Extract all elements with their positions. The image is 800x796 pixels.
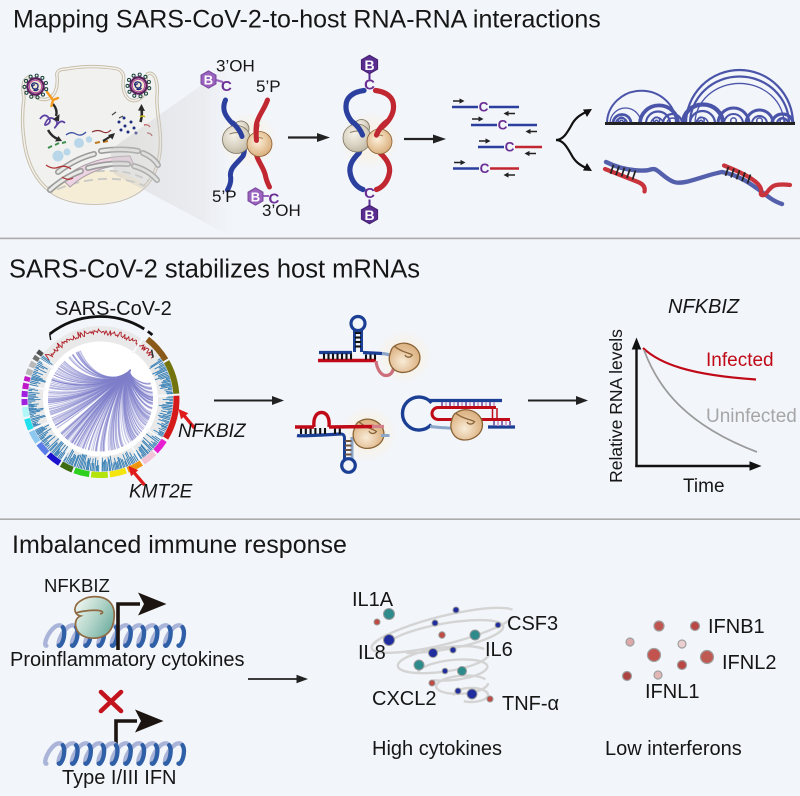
- svg-text:Type I/III IFN: Type I/III IFN: [62, 767, 176, 789]
- svg-text:C: C: [505, 140, 515, 155]
- svg-text:High cytokines: High cytokines: [372, 738, 502, 760]
- svg-text:Infected: Infected: [706, 350, 774, 371]
- svg-text:3’OH: 3’OH: [262, 201, 301, 220]
- svg-text:CXCL2: CXCL2: [372, 688, 436, 710]
- svg-text:C: C: [479, 100, 489, 115]
- svg-text:C: C: [364, 185, 375, 202]
- svg-text:Low interferons: Low interferons: [605, 738, 742, 760]
- svg-text:NFKBIZ: NFKBIZ: [44, 575, 110, 596]
- svg-text:CSF3: CSF3: [507, 613, 558, 635]
- svg-text:C: C: [364, 77, 375, 94]
- svg-text:NFKBIZ: NFKBIZ: [668, 296, 740, 318]
- svg-text:Imbalanced immune response: Imbalanced immune response: [12, 531, 347, 559]
- svg-text:C: C: [269, 191, 280, 208]
- svg-text:Relative RNA levels: Relative RNA levels: [606, 329, 626, 483]
- svg-text:Uninfected: Uninfected: [706, 406, 797, 427]
- svg-text:B: B: [364, 207, 374, 223]
- svg-text:KMT2E: KMT2E: [129, 482, 193, 503]
- svg-text:C: C: [480, 161, 490, 176]
- svg-text:SARS-CoV-2: SARS-CoV-2: [55, 298, 172, 320]
- svg-text:5’P: 5’P: [256, 77, 281, 96]
- svg-text:B: B: [204, 73, 213, 88]
- svg-text:5’P: 5’P: [212, 187, 237, 206]
- svg-text:Mapping SARS-CoV-2-to-host RNA: Mapping SARS-CoV-2-to-host RNA-RNA inter…: [13, 6, 601, 34]
- svg-text:3’OH: 3’OH: [216, 57, 255, 76]
- svg-text:C: C: [498, 118, 508, 133]
- svg-text:IL6: IL6: [485, 639, 513, 661]
- svg-text:TNF-α: TNF-α: [502, 693, 559, 715]
- svg-text:IFNL2: IFNL2: [722, 652, 776, 674]
- svg-text:IFNL1: IFNL1: [645, 681, 699, 703]
- svg-text:C: C: [221, 78, 232, 95]
- svg-text:IL1A: IL1A: [352, 589, 394, 611]
- svg-text:IL8: IL8: [358, 642, 386, 664]
- svg-text:B: B: [364, 57, 374, 73]
- svg-text:SARS-CoV-2 stabilizes host mRN: SARS-CoV-2 stabilizes host mRNAs: [9, 256, 420, 284]
- svg-text:Time: Time: [683, 476, 725, 497]
- svg-text:IFNB1: IFNB1: [708, 616, 765, 638]
- svg-text:Proinflammatory cytokines: Proinflammatory cytokines: [10, 649, 245, 671]
- svg-text:B: B: [251, 190, 260, 205]
- svg-text:NFKBIZ: NFKBIZ: [178, 421, 247, 442]
